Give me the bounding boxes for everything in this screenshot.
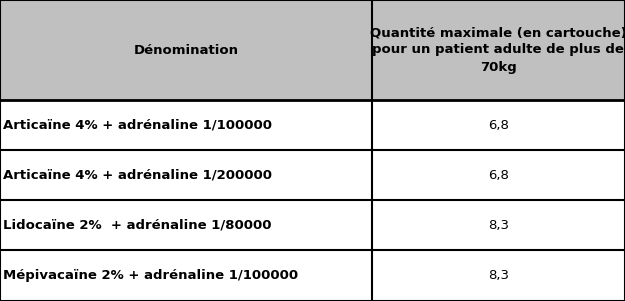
Text: Quantité maximale (en cartouche)
pour un patient adulte de plus de
70kg: Quantité maximale (en cartouche) pour un… xyxy=(370,26,625,73)
Text: 8,3: 8,3 xyxy=(488,268,509,281)
Bar xyxy=(0,150,372,200)
Bar xyxy=(372,250,625,300)
Bar xyxy=(372,100,625,150)
Bar xyxy=(0,100,372,150)
Bar xyxy=(0,250,372,300)
Text: Articaïne 4% + adrénaline 1/200000: Articaïne 4% + adrénaline 1/200000 xyxy=(3,169,272,182)
Text: 6,8: 6,8 xyxy=(488,169,509,182)
Text: 8,3: 8,3 xyxy=(488,219,509,231)
Text: 6,8: 6,8 xyxy=(488,119,509,132)
Bar xyxy=(0,200,372,250)
Text: Lidocaïne 2%  + adrénaline 1/80000: Lidocaïne 2% + adrénaline 1/80000 xyxy=(3,219,272,231)
Bar xyxy=(0,0,372,100)
Text: Mépivacaïne 2% + adrénaline 1/100000: Mépivacaïne 2% + adrénaline 1/100000 xyxy=(3,268,298,281)
Bar xyxy=(372,0,625,100)
Bar xyxy=(372,150,625,200)
Text: Articaïne 4% + adrénaline 1/100000: Articaïne 4% + adrénaline 1/100000 xyxy=(3,119,272,132)
Text: Dénomination: Dénomination xyxy=(134,44,239,57)
Bar xyxy=(372,200,625,250)
